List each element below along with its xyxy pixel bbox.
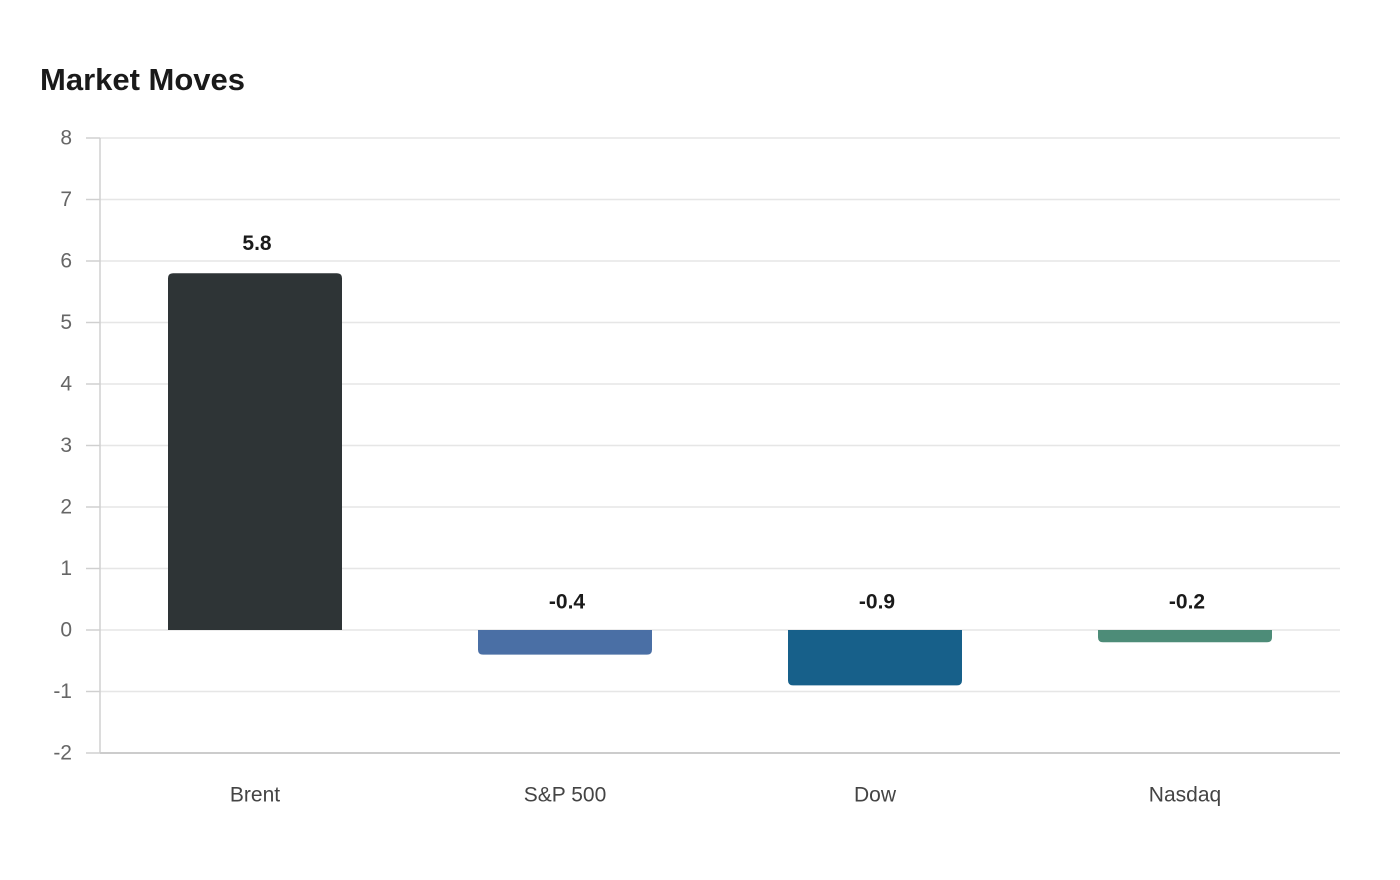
y-tick-label: 5 [60, 311, 72, 334]
y-tick-label: 4 [60, 373, 72, 396]
bar-brent [168, 273, 342, 630]
category-label: Nasdaq [1149, 784, 1221, 807]
y-tick-label: 6 [60, 250, 72, 273]
value-label: -0.2 [1169, 591, 1205, 614]
category-label: S&P 500 [524, 784, 607, 807]
chart-title: Market Moves [40, 62, 246, 97]
value-label: 5.8 [242, 232, 272, 255]
bar-dow [788, 630, 962, 686]
value-label: -0.4 [549, 591, 586, 614]
y-tick-label: 8 [60, 127, 72, 150]
category-label: Brent [230, 784, 280, 807]
bar-s-p-500 [478, 630, 652, 655]
y-tick-label: 3 [60, 434, 72, 457]
y-tick-labels: 8 7 6 5 4 3 2 1 0 -1 -2 [53, 127, 72, 765]
value-label: -0.9 [859, 591, 895, 614]
y-tick-label: 0 [60, 619, 72, 642]
bar-nasdaq [1098, 630, 1272, 643]
category-label: Dow [854, 784, 897, 807]
y-tick-label: 7 [60, 188, 72, 211]
category-labels: Brent S&P 500 Dow Nasdaq [230, 784, 1221, 807]
y-tick-label: -2 [53, 742, 72, 765]
y-tick-label: -1 [53, 680, 72, 703]
y-tick-label: 2 [60, 496, 72, 519]
y-tick-label: 1 [60, 557, 72, 580]
axes [86, 137, 1340, 754]
bars [168, 273, 1272, 686]
value-labels: 5.8 -0.4 -0.9 -0.2 [242, 232, 1205, 614]
